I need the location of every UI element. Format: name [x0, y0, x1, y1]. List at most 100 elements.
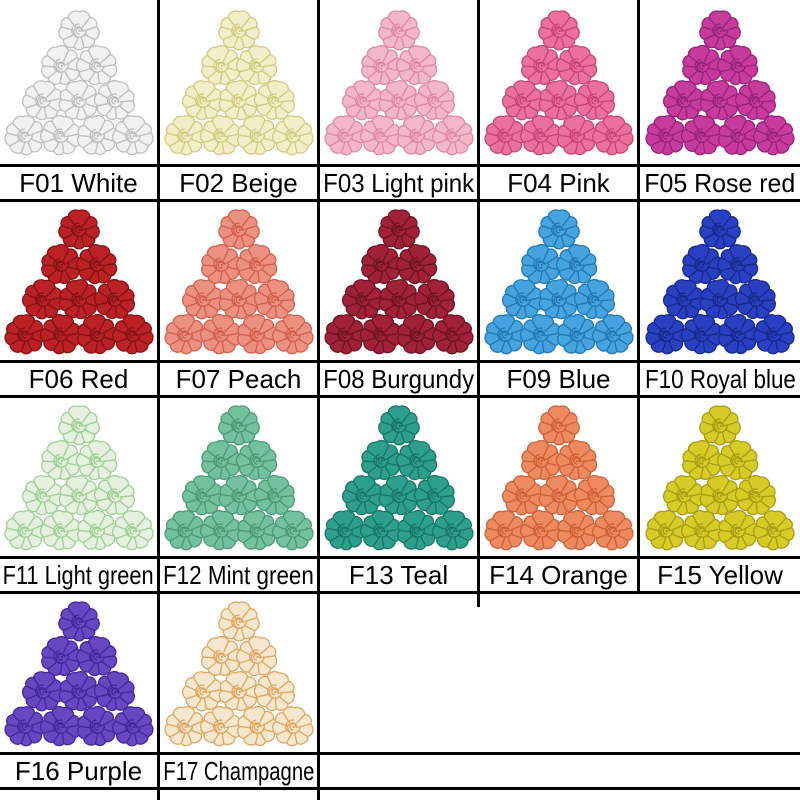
rose-icon [430, 507, 475, 552]
rose-pyramid [7, 9, 151, 156]
rose-pyramid [167, 600, 311, 747]
rose-pyramid [487, 404, 631, 551]
swatch-label-F16: F16 Purple [0, 755, 160, 787]
rose-icon [110, 703, 155, 748]
pyramid-row [487, 509, 631, 551]
rose-pyramid [487, 9, 631, 156]
swatch-label-F04: F04 Pink [480, 167, 640, 199]
swatch-F06 [0, 202, 160, 360]
swatch-F13 [320, 398, 480, 556]
swatch-label-text: F02 Beige [179, 168, 298, 198]
swatch-F08 [320, 202, 480, 360]
swatch-F05 [640, 0, 800, 164]
rose-icon [430, 112, 475, 157]
swatch-label-text: F16 Purple [14, 756, 143, 786]
swatch-label-F13: F13 Teal [320, 559, 480, 591]
rose-icon [752, 311, 797, 356]
empty-cell [320, 594, 800, 752]
swatch-label-row: F01 White F02 Beige F03 Light pink F04 Pink… [0, 164, 800, 202]
swatch-label-text: F15 Yellow [657, 560, 783, 590]
rose-pyramid [648, 404, 792, 551]
partial-cell [160, 790, 320, 800]
pyramid-row [167, 114, 311, 156]
rose-pyramid [327, 9, 471, 156]
rose-icon [110, 112, 155, 157]
swatch-image-row [0, 594, 800, 752]
pyramid-row [7, 114, 151, 156]
rose-icon [752, 112, 797, 157]
rose-pyramid [648, 9, 792, 156]
swatch-label-text: F07 Peach [175, 364, 302, 394]
swatch-label-row: F06 Red F07 Peach F08 Burgundy F09 Blue F10 … [0, 360, 800, 398]
rose-icon [430, 311, 475, 356]
swatch-F01 [0, 0, 160, 164]
swatch-label-F11: F11 Light green [0, 559, 160, 591]
pyramid-row [327, 114, 471, 156]
pyramid-row [327, 313, 471, 355]
swatch-F09 [480, 202, 640, 360]
swatch-label-F12: F12 Mint green [160, 559, 320, 591]
swatch-label-text: F17 Champagne [162, 756, 315, 786]
rose-icon [590, 112, 635, 157]
swatch-label-F07: F07 Peach [160, 363, 320, 395]
swatch-label-text: F06 Red [28, 364, 129, 394]
swatch-F04 [480, 0, 640, 164]
pyramid-row [167, 509, 311, 551]
swatch-F11 [0, 398, 160, 556]
swatch-label-text: F01 White [19, 168, 138, 198]
swatch-label-F09: F09 Blue [480, 363, 640, 395]
pyramid-row [327, 509, 471, 551]
partial-cell [320, 790, 800, 800]
swatch-label-F15: F15 Yellow [640, 559, 800, 591]
swatch-label-F01: F01 White [0, 167, 160, 199]
partial-row [0, 790, 800, 800]
rose-pyramid [7, 404, 151, 551]
empty-label-cell [320, 755, 800, 787]
rose-pyramid [7, 208, 151, 355]
swatch-F02 [160, 0, 320, 164]
swatch-label-text: F12 Mint green [163, 560, 314, 590]
pyramid-row [487, 114, 631, 156]
rose-icon [590, 507, 635, 552]
swatch-F03 [320, 0, 480, 164]
swatch-label-text: F14 Orange [489, 560, 628, 590]
swatch-label-F06: F06 Red [0, 363, 160, 395]
swatch-label-F14: F14 Orange [480, 559, 640, 591]
swatch-label-text: F08 Burgundy [322, 364, 475, 394]
rose-pyramid [487, 208, 631, 355]
pyramid-row [648, 313, 792, 355]
swatch-label-F10: F10 Royal blue [640, 363, 800, 395]
pyramid-row [648, 114, 792, 156]
swatch-F16 [0, 594, 160, 752]
swatch-F12 [160, 398, 320, 556]
rose-pyramid [167, 404, 311, 551]
swatch-F17 [160, 594, 320, 752]
rose-icon [752, 507, 797, 552]
grid-stub-line [477, 594, 480, 607]
pyramid-row [167, 705, 311, 747]
rose-icon [270, 507, 315, 552]
rose-icon [270, 703, 315, 748]
swatch-label-text: F10 Royal blue [644, 364, 796, 394]
rose-pyramid [167, 9, 311, 156]
partial-cell [0, 790, 160, 800]
swatch-image-row [0, 202, 800, 360]
swatch-image-row [0, 398, 800, 556]
swatch-label-text: F09 Blue [506, 364, 611, 394]
pyramid-row [7, 313, 151, 355]
swatch-F15 [640, 398, 800, 556]
pyramid-row [7, 705, 151, 747]
pyramid-row [167, 313, 311, 355]
rose-icon [270, 112, 315, 157]
rose-pyramid [167, 208, 311, 355]
rose-pyramid [7, 600, 151, 747]
swatch-label-F03: F03 Light pink [320, 167, 480, 199]
swatch-label-F05: F05 Rose red [640, 167, 800, 199]
swatch-F10 [640, 202, 800, 360]
swatch-F14 [480, 398, 640, 556]
swatch-label-text: F13 Teal [348, 560, 449, 590]
swatch-label-text: F11 Light green [3, 560, 155, 590]
swatch-label-F17: F17 Champagne [160, 755, 320, 787]
swatch-label-F02: F02 Beige [160, 167, 320, 199]
pyramid-row [7, 509, 151, 551]
